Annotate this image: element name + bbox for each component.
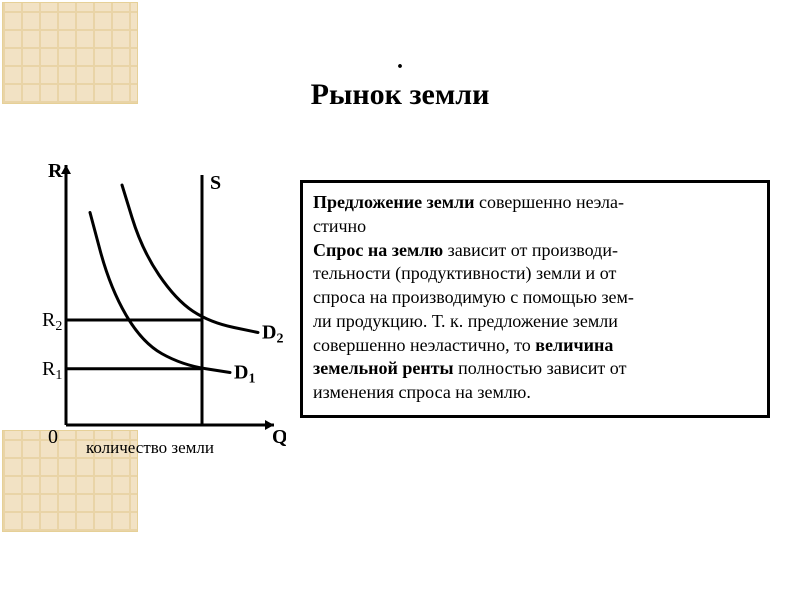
- svg-text:D1: D1: [234, 362, 255, 387]
- x-axis-title: количество земли: [86, 438, 214, 458]
- svg-text:Q: Q: [272, 426, 286, 448]
- chart-svg: R Q 0 R1 R2 S D1 D2: [36, 155, 286, 455]
- svg-text:R2: R2: [42, 309, 62, 334]
- svg-text:S: S: [210, 172, 221, 194]
- page-title: Рынок земли: [0, 62, 800, 112]
- svg-text:D2: D2: [262, 322, 283, 347]
- description-box: Предложение земли совершенно неэла-стичн…: [300, 180, 770, 418]
- svg-text:0: 0: [48, 426, 58, 448]
- svg-text:R1: R1: [42, 358, 62, 383]
- land-market-chart: R Q 0 R1 R2 S D1 D2: [36, 155, 286, 455]
- svg-text:R: R: [48, 160, 63, 182]
- page: { "title": "Рынок земли", "chart": { "ty…: [0, 0, 800, 600]
